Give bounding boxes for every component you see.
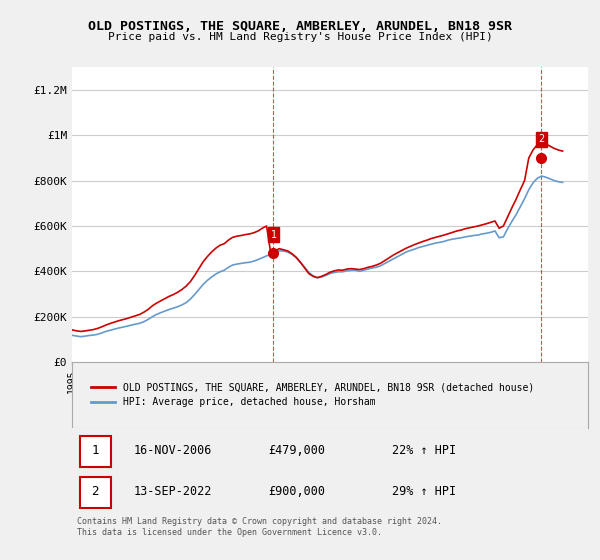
Text: 1: 1 bbox=[91, 444, 99, 457]
Legend: OLD POSTINGS, THE SQUARE, AMBERLEY, ARUNDEL, BN18 9SR (detached house), HPI: Ave: OLD POSTINGS, THE SQUARE, AMBERLEY, ARUN… bbox=[87, 379, 538, 411]
FancyBboxPatch shape bbox=[80, 477, 110, 508]
Text: 2: 2 bbox=[539, 134, 545, 144]
Text: 22% ↑ HPI: 22% ↑ HPI bbox=[392, 444, 456, 457]
Text: £900,000: £900,000 bbox=[268, 485, 325, 498]
Text: OLD POSTINGS, THE SQUARE, AMBERLEY, ARUNDEL, BN18 9SR: OLD POSTINGS, THE SQUARE, AMBERLEY, ARUN… bbox=[88, 20, 512, 32]
Text: 13-SEP-2022: 13-SEP-2022 bbox=[134, 485, 212, 498]
Text: 29% ↑ HPI: 29% ↑ HPI bbox=[392, 485, 456, 498]
Text: 2: 2 bbox=[91, 485, 99, 498]
Text: Price paid vs. HM Land Registry's House Price Index (HPI): Price paid vs. HM Land Registry's House … bbox=[107, 32, 493, 43]
Text: 16-NOV-2006: 16-NOV-2006 bbox=[134, 444, 212, 457]
FancyBboxPatch shape bbox=[80, 436, 110, 467]
Text: Contains HM Land Registry data © Crown copyright and database right 2024.
This d: Contains HM Land Registry data © Crown c… bbox=[77, 517, 442, 536]
Text: £479,000: £479,000 bbox=[268, 444, 325, 457]
Text: 1: 1 bbox=[271, 230, 277, 240]
